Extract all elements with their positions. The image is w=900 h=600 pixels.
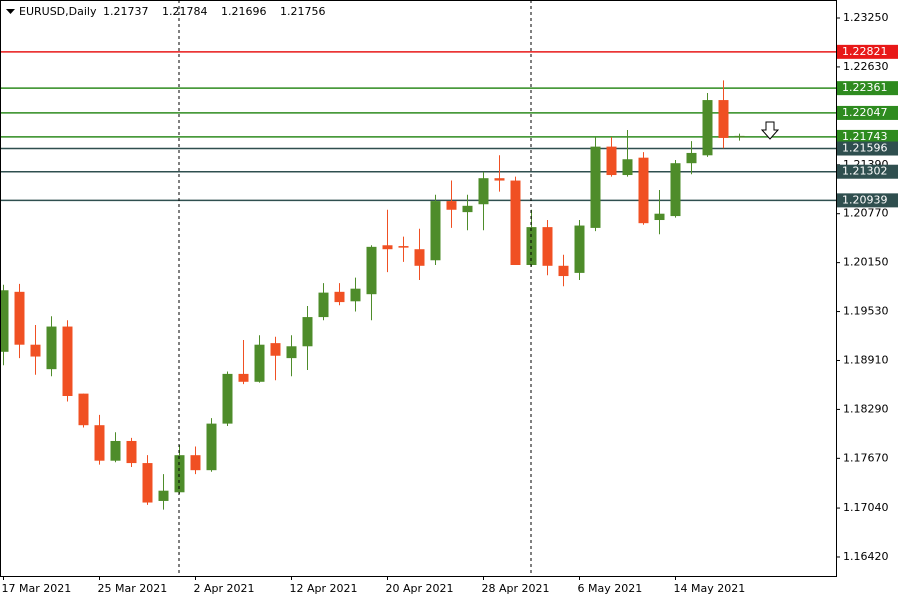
header-open: 1.21737: [103, 5, 149, 18]
candle-body: [350, 288, 361, 302]
candle-body: [606, 146, 617, 176]
header-close: 1.21756: [280, 5, 326, 18]
candle-body: [718, 100, 729, 138]
candle-body: [302, 317, 313, 347]
candle-body: [430, 201, 441, 261]
x-tick-label: 2 Apr 2021: [194, 582, 255, 595]
candle-body: [62, 326, 73, 396]
x-tick-label: 20 Apr 2021: [386, 582, 454, 595]
plot-border: [0, 0, 837, 577]
candle-body: [510, 180, 521, 265]
candle-body: [206, 423, 217, 471]
candle-body: [366, 246, 377, 295]
x-tick-label: 25 Mar 2021: [98, 582, 168, 595]
y-tick-label: 1.18910: [843, 353, 889, 366]
candle-body: [14, 291, 25, 345]
header-low: 1.21696: [221, 5, 267, 18]
candle-body: [254, 344, 265, 382]
x-tick-label: 12 Apr 2021: [290, 582, 358, 595]
candle-body: [558, 265, 569, 277]
candle-body: [622, 159, 633, 176]
candle-body: [142, 463, 153, 503]
plot-area: [0, 51, 836, 510]
symbol-title: EURUSD,Daily: [19, 5, 97, 18]
x-tick-label: 28 Apr 2021: [482, 582, 550, 595]
candle-body: [638, 157, 649, 224]
level-label-box: [837, 129, 898, 144]
candle-body: [0, 290, 9, 352]
candle-body: [478, 178, 489, 205]
candle-body: [94, 425, 105, 461]
level-label: 1.22047: [842, 106, 888, 119]
candle-body: [190, 455, 201, 471]
level-label: 1.22361: [842, 81, 888, 94]
candle-body: [46, 326, 57, 370]
candle-body: [446, 201, 457, 210]
level-label-box: [837, 141, 898, 156]
candle-body: [286, 346, 297, 359]
menu-triangle: [6, 9, 15, 14]
y-tick-label: 1.20770: [843, 207, 889, 220]
candle-body: [686, 152, 697, 164]
level-label: 1.20939: [842, 193, 888, 206]
level-label-box: [837, 193, 898, 208]
header-high: 1.21784: [162, 5, 208, 18]
y-tick-label: 1.16420: [843, 550, 889, 563]
level-label: 1.21743: [842, 130, 888, 143]
candle-body: [126, 440, 137, 464]
x-tick-label: 17 Mar 2021: [2, 582, 72, 595]
level-label-box: [837, 44, 898, 59]
y-tick-label: 1.22630: [843, 60, 889, 73]
candle-body: [702, 100, 713, 156]
x-tick-label: 6 May 2021: [578, 582, 643, 595]
y-tick-label: 1.18290: [843, 402, 889, 415]
level-label: 1.22821: [842, 45, 888, 58]
candle-body: [78, 393, 89, 426]
candle-body: [734, 135, 745, 138]
candle-body: [318, 292, 329, 318]
y-tick-label: 1.20150: [843, 256, 889, 269]
level-label: 1.21302: [842, 165, 888, 178]
candle-body: [110, 440, 121, 461]
y-tick-label: 1.17670: [843, 451, 889, 464]
level-label-box: [837, 105, 898, 120]
level-label: 1.21596: [842, 142, 888, 155]
level-label-box: [837, 81, 898, 96]
y-tick-label: 1.19530: [843, 305, 889, 318]
candle-body: [670, 163, 681, 217]
candle-body: [494, 178, 505, 181]
candle-body: [414, 249, 425, 266]
y-tick-label: 1.17040: [843, 501, 889, 514]
y-tick-label: 1.23250: [843, 11, 889, 24]
candle-body: [654, 213, 665, 221]
candle-body: [590, 146, 601, 228]
candle-body: [542, 227, 553, 266]
candle-body: [334, 291, 345, 303]
candle-body: [382, 245, 393, 250]
candle-body: [174, 455, 185, 493]
sell-arrow: [760, 121, 780, 140]
candle-body: [30, 344, 41, 357]
candle-body: [574, 225, 585, 273]
x-tick-label: 14 May 2021: [674, 582, 746, 595]
candle-body: [158, 490, 169, 501]
candle-body: [238, 373, 249, 382]
candle-body: [222, 373, 233, 424]
candle-body: [462, 205, 473, 213]
candle-body: [398, 246, 409, 248]
candle-body: [270, 343, 281, 356]
level-label-box: [837, 164, 898, 179]
